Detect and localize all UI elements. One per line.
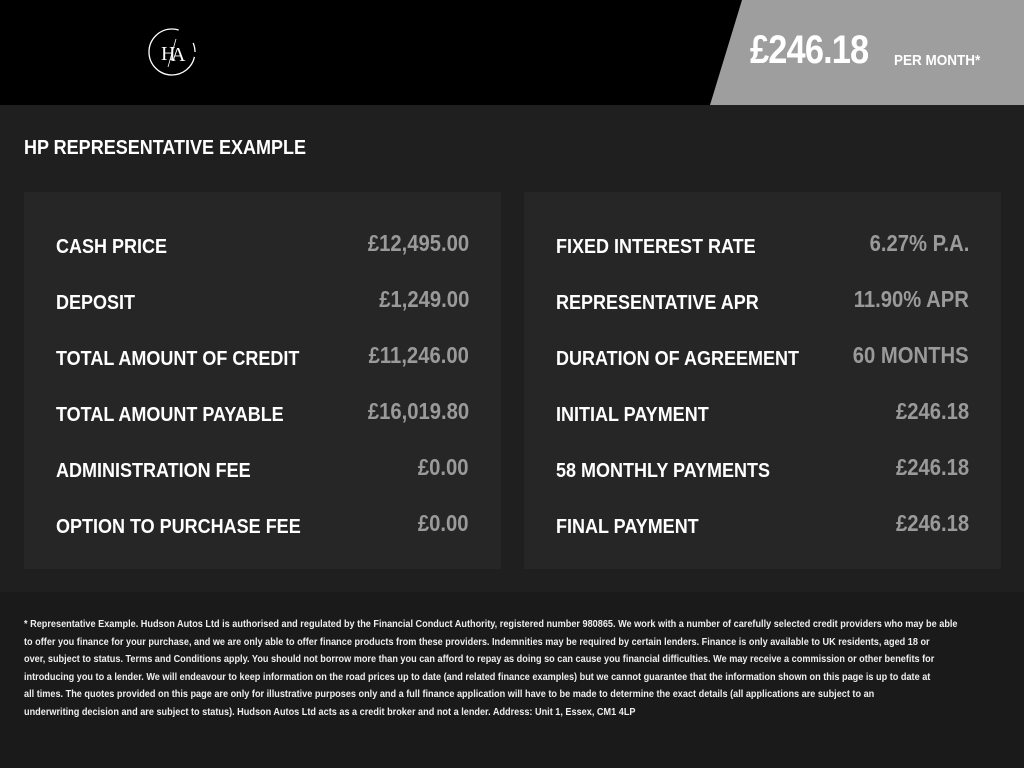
finance-row: FINAL PAYMENT £246.18 [556, 510, 969, 540]
row-label: FINAL PAYMENT [556, 516, 699, 538]
finance-row: TOTAL AMOUNT PAYABLE £16,019.80 [56, 398, 469, 428]
finance-row: DEPOSIT £1,249.00 [56, 286, 469, 316]
finance-row: FIXED INTEREST RATE 6.27% P.A. [556, 230, 969, 260]
footer: * Representative Example. Hudson Autos L… [0, 592, 1024, 768]
row-label: DEPOSIT [56, 292, 136, 314]
row-label: 58 MONTHLY PAYMENTS [556, 460, 771, 482]
row-value: 11.90% APR [853, 286, 969, 312]
row-label: TOTAL AMOUNT OF CREDIT [56, 348, 300, 370]
disclaimer-line: introducing you to a lender. We will end… [24, 670, 931, 683]
row-label: REPRESENTATIVE APR [556, 292, 759, 314]
finance-row: REPRESENTATIVE APR 11.90% APR [556, 286, 969, 316]
row-label: OPTION TO PURCHASE FEE [56, 516, 301, 538]
monthly-price: £246.18 [750, 28, 869, 72]
per-month-label: PER MONTH* [894, 52, 981, 69]
row-value: £0.00 [418, 454, 469, 480]
svg-text:H: H [161, 43, 175, 65]
finance-row: ADMINISTRATION FEE £0.00 [56, 454, 469, 484]
svg-text:A: A [171, 44, 186, 66]
disclaimer-line: all times. The quotes provided on this p… [24, 688, 875, 700]
finance-row: CASH PRICE £12,495.00 [56, 230, 469, 260]
row-value: £16,019.80 [367, 398, 469, 424]
row-value: £246.18 [895, 398, 969, 424]
disclaimer-line: * Representative Example. Hudson Autos L… [24, 618, 958, 630]
row-value: £1,249.00 [378, 286, 469, 312]
row-value: £246.18 [895, 510, 969, 536]
row-value: 60 MONTHS [853, 342, 969, 368]
row-label: CASH PRICE [56, 236, 168, 258]
finance-panel-left: CASH PRICE £12,495.00 DEPOSIT £1,249.00 TO… [24, 192, 501, 569]
finance-row: OPTION TO PURCHASE FEE £0.00 [56, 510, 469, 540]
row-value: £246.18 [895, 454, 969, 480]
finance-panel-right: FIXED INTEREST RATE 6.27% P.A. REPRESENTA… [524, 192, 1001, 569]
disclaimer-line: to offer you finance for your purchase, … [24, 635, 930, 648]
section-title: HP REPRESENTATIVE EXAMPLE [24, 137, 307, 159]
disclaimer-line: over, subject to status. Terms and Condi… [24, 653, 935, 665]
row-value: £11,246.00 [368, 342, 469, 368]
finance-row: INITIAL PAYMENT £246.18 [556, 398, 969, 428]
disclaimer-text: * Representative Example. Hudson Autos L… [24, 616, 958, 721]
disclaimer-line: underwriting decision and are subject to… [24, 705, 636, 718]
hudson-autos-logo-icon[interactable]: H A [147, 27, 197, 77]
row-label: FIXED INTEREST RATE [556, 236, 756, 258]
row-value: 6.27% P.A. [869, 230, 969, 256]
row-label: ADMINISTRATION FEE [56, 460, 251, 482]
row-value: £12,495.00 [367, 230, 469, 256]
finance-row: TOTAL AMOUNT OF CREDIT £11,246.00 [56, 342, 469, 372]
row-label: TOTAL AMOUNT PAYABLE [56, 404, 284, 426]
row-value: £0.00 [418, 510, 469, 536]
row-label: INITIAL PAYMENT [556, 404, 709, 426]
finance-row: DURATION OF AGREEMENT 60 MONTHS [556, 342, 969, 372]
monthly-price-banner: £246.18 PER MONTH* [710, 0, 1024, 105]
row-label: DURATION OF AGREEMENT [556, 348, 799, 370]
finance-row: 58 MONTHLY PAYMENTS £246.18 [556, 454, 969, 484]
